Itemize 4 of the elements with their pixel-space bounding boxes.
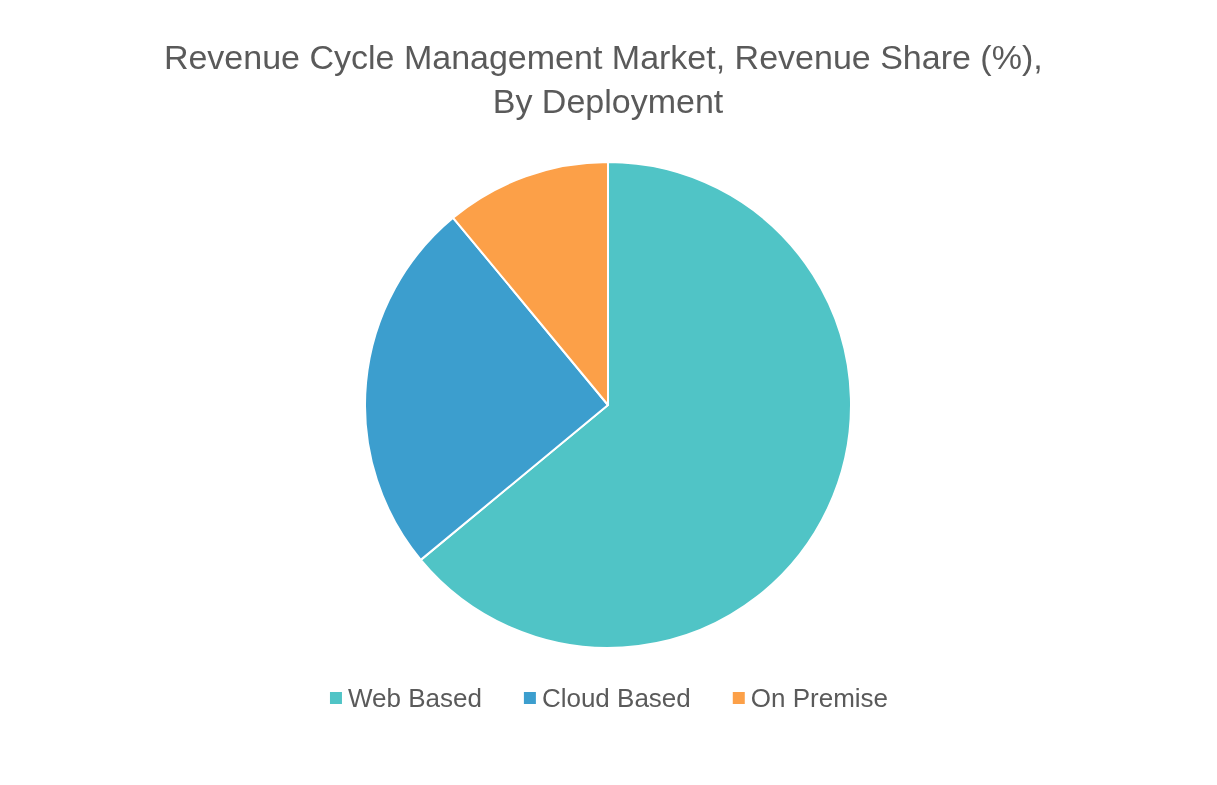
legend-label: Web Based [347,683,482,713]
legend-label: Cloud Based [541,683,691,713]
chart-title: Revenue Cycle Management Market, Revenue Share (%), By Deployment [163,38,1053,120]
legend-label: On Premise [750,683,889,713]
